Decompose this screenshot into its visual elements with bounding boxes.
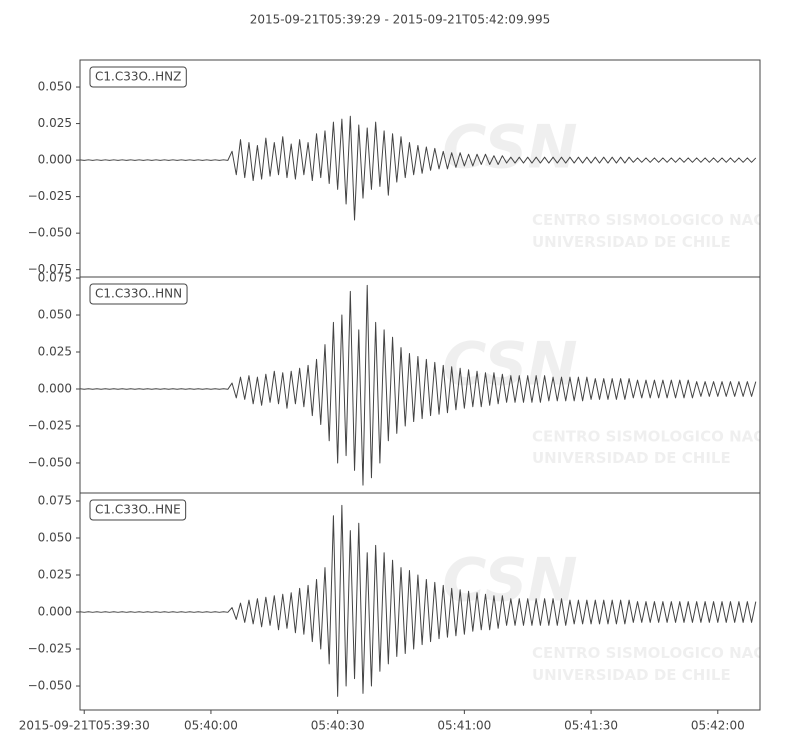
watermark: CSN CENTRO SISMOLOGICO NACIONAL UNIVERSIDA… [442,113,800,251]
y-tick-label: −0.025 [28,189,72,203]
watermark-line: UNIVERSIDAD DE CHILE [532,666,731,684]
x-tick-label: 2015-09-21T05:39:30 [19,719,150,733]
waveform [80,504,757,697]
y-tick-label: −0.050 [28,455,72,469]
waveform [80,284,757,486]
y-tick-label: 0.000 [38,605,72,619]
trace-label-box [89,66,187,88]
trace-label: C1.C33O..HNN [95,287,182,301]
watermark-line: UNIVERSIDAD DE CHILE [532,233,731,251]
x-tick-label: 05:40:00 [184,719,238,733]
y-tick-label: 0.050 [38,308,72,322]
y-tick-label: 0.025 [38,345,72,359]
y-tick-label: −0.050 [28,226,72,240]
x-tick-label: 05:41:30 [564,719,618,733]
watermark-line: CENTRO SISMOLOGICO NACIONAL [532,211,800,229]
y-tick-label: 0.050 [38,80,72,94]
y-tick-label: 0.075 [38,493,72,507]
y-tick-label: −0.050 [28,679,72,693]
y-tick-label: 0.000 [38,381,72,395]
y-tick-label: −0.025 [28,642,72,656]
trace-label: C1.C33O..HNE [95,503,181,517]
x-tick-label: 05:40:30 [311,719,365,733]
plot-area [80,504,757,697]
y-tick-label: 0.000 [38,153,72,167]
y-tick-label: 0.025 [38,568,72,582]
figure-title: 2015-09-21T05:39:29 - 2015-09-21T05:42:0… [250,13,551,27]
watermark-line: CENTRO SISMOLOGICO NACIONAL [532,427,800,445]
watermark-line: CENTRO SISMOLOGICO NACIONAL [532,644,800,662]
watermark-line: UNIVERSIDAD DE CHILE [532,449,731,467]
y-tick-label: −0.075 [28,262,72,276]
y-tick-label: 0.050 [38,530,72,544]
y-tick-label: 0.075 [38,271,72,285]
y-tick-label: −0.025 [28,418,72,432]
watermark-logo: CSN [442,113,577,183]
x-tick-label: 05:42:00 [691,719,745,733]
trace-label: C1.C33O..HNZ [95,70,181,84]
plot-area [80,284,757,486]
waveform [80,115,757,221]
plot-area [80,115,757,221]
x-tick-label: 05:41:00 [437,719,491,733]
axes-frame [79,492,761,711]
trace-label-box [89,283,188,305]
y-tick-label: 0.025 [38,116,72,130]
trace-label-box [89,499,187,521]
